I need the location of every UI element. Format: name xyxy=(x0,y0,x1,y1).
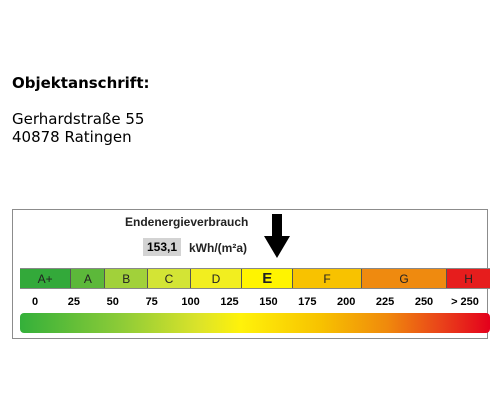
object-address: Objektanschrift: Gerhardstraße 55 40878 … xyxy=(12,74,149,146)
energy-class-e: E xyxy=(242,269,294,288)
scale-tick: 75 xyxy=(145,296,158,308)
address-street: Gerhardstraße 55 xyxy=(12,110,145,128)
scale-tick: 150 xyxy=(259,296,278,308)
energy-unit: kWh/(m²a) xyxy=(189,241,247,255)
scale-tick: > 250 xyxy=(451,296,479,308)
address-heading: Objektanschrift: xyxy=(12,74,150,92)
gradient-bar xyxy=(20,313,490,333)
down-arrow-icon xyxy=(264,214,290,258)
energy-class-h: H xyxy=(447,269,490,288)
scale-tick: 200 xyxy=(337,296,356,308)
scale-tick: 25 xyxy=(67,296,81,308)
scale-tick: 100 xyxy=(181,296,200,308)
scale-ticks: 0 25 50 75 100 125 150 175 200 225 250 > 250 xyxy=(13,296,489,310)
energy-class-bar: A+ A B C D E F G H xyxy=(20,268,490,289)
energy-class-a-plus: A+ xyxy=(20,269,72,288)
scale-tick: 175 xyxy=(298,296,317,308)
scale-tick: 125 xyxy=(220,296,239,308)
address-city: 40878 Ratingen xyxy=(12,128,132,146)
energy-class-a: A xyxy=(71,269,106,288)
scale-tick: 225 xyxy=(375,296,395,308)
energy-scale: Endenergieverbrauch 153,1 kWh/(m²a) A+ A B… xyxy=(12,209,490,339)
energy-value: 153,1 xyxy=(143,238,181,256)
energy-class-d: D xyxy=(190,269,243,288)
scale-tick: 50 xyxy=(106,296,119,308)
scale-tick: 250 xyxy=(414,296,434,308)
energy-class-f: F xyxy=(293,269,362,288)
energy-class-b: B xyxy=(105,269,149,288)
energy-class-g: G xyxy=(361,269,448,288)
energy-class-c: C xyxy=(148,269,191,288)
scale-tick: 0 xyxy=(31,296,39,308)
energy-title: Endenergieverbrauch xyxy=(125,215,249,229)
